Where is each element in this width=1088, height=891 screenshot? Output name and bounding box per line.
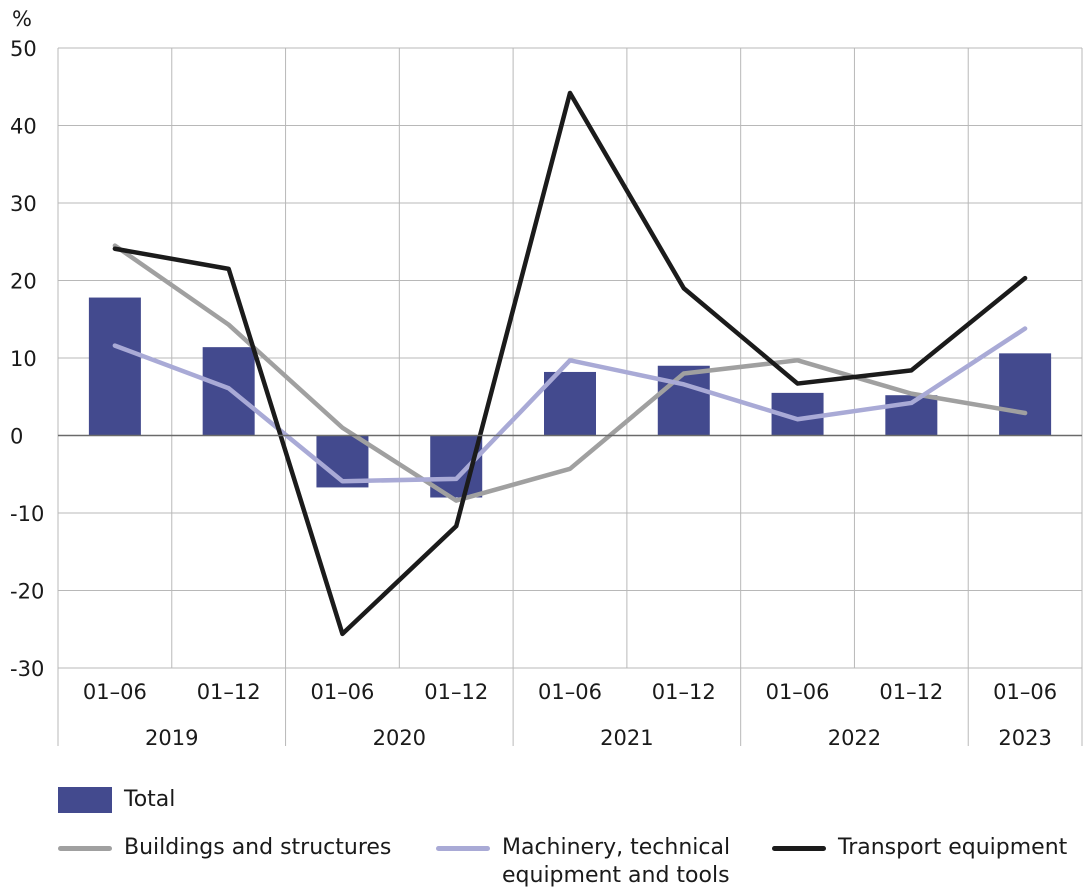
y-tick-label: 10 — [10, 347, 37, 371]
legend-item-buildings: Buildings and structures — [58, 834, 391, 862]
y-tick-label: -10 — [10, 502, 44, 526]
year-label: 2020 — [373, 726, 426, 750]
x-tick-label: 01–12 — [424, 680, 488, 704]
y-tick-label: 30 — [10, 192, 37, 216]
y-tick-label: -20 — [10, 580, 44, 604]
legend-label-machinery-line2: equipment and tools — [502, 863, 730, 888]
legend-swatch-buildings — [58, 846, 112, 851]
y-tick-label: -30 — [10, 657, 44, 681]
x-tick-label: 01–06 — [766, 680, 830, 704]
y-axis-label: % — [12, 7, 32, 31]
y-tick-label: 0 — [10, 425, 23, 449]
year-label: 2022 — [828, 726, 881, 750]
x-tick-label: 01–12 — [652, 680, 716, 704]
legend-swatch-transport — [772, 846, 826, 851]
x-tick-label: 01–12 — [197, 680, 261, 704]
legend-item-machinery: Machinery, technical equipment and tools — [436, 834, 730, 890]
legend-label-transport: Transport equipment — [838, 835, 1068, 860]
bar-total — [202, 347, 255, 436]
grid — [57, 47, 1083, 669]
bar-total — [88, 297, 141, 436]
legend: Total Buildings and structures Machinery… — [0, 770, 1088, 891]
bar-series-total — [88, 297, 1052, 498]
x-tick-label: 01–06 — [993, 680, 1057, 704]
x-tick-label: 01–06 — [310, 680, 374, 704]
legend-label-buildings: Buildings and structures — [124, 835, 392, 860]
y-tick-label: 20 — [10, 270, 37, 294]
y-tick-label: 40 — [10, 115, 37, 139]
legend-item-transport: Transport equipment — [772, 834, 1067, 862]
legend-label-total: Total — [124, 787, 176, 812]
x-tick-label: 01–06 — [538, 680, 602, 704]
legend-item-total: Total — [58, 786, 175, 814]
legend-label-machinery-line1: Machinery, technical — [502, 835, 731, 860]
chart: 50 40 30 20 10 0 -10 -20 -30 01–06 01–12 01–06 01–12… — [10, 7, 1083, 750]
x-tick-label: 01–12 — [879, 680, 943, 704]
bar-total — [999, 353, 1052, 436]
y-tick-label: 50 — [10, 37, 37, 61]
legend-swatch-total — [58, 787, 112, 813]
year-label: 2019 — [145, 726, 198, 750]
axes: 50 40 30 20 10 0 -10 -20 -30 01–06 01–12 01–06 01–12… — [10, 37, 1083, 750]
bar-total — [657, 365, 710, 436]
year-label: 2021 — [600, 726, 653, 750]
year-label: 2023 — [998, 726, 1051, 750]
line-series-group — [112, 90, 1028, 637]
legend-swatch-machinery — [436, 846, 490, 851]
x-tick-label: 01–06 — [83, 680, 147, 704]
bar-total — [544, 371, 596, 436]
